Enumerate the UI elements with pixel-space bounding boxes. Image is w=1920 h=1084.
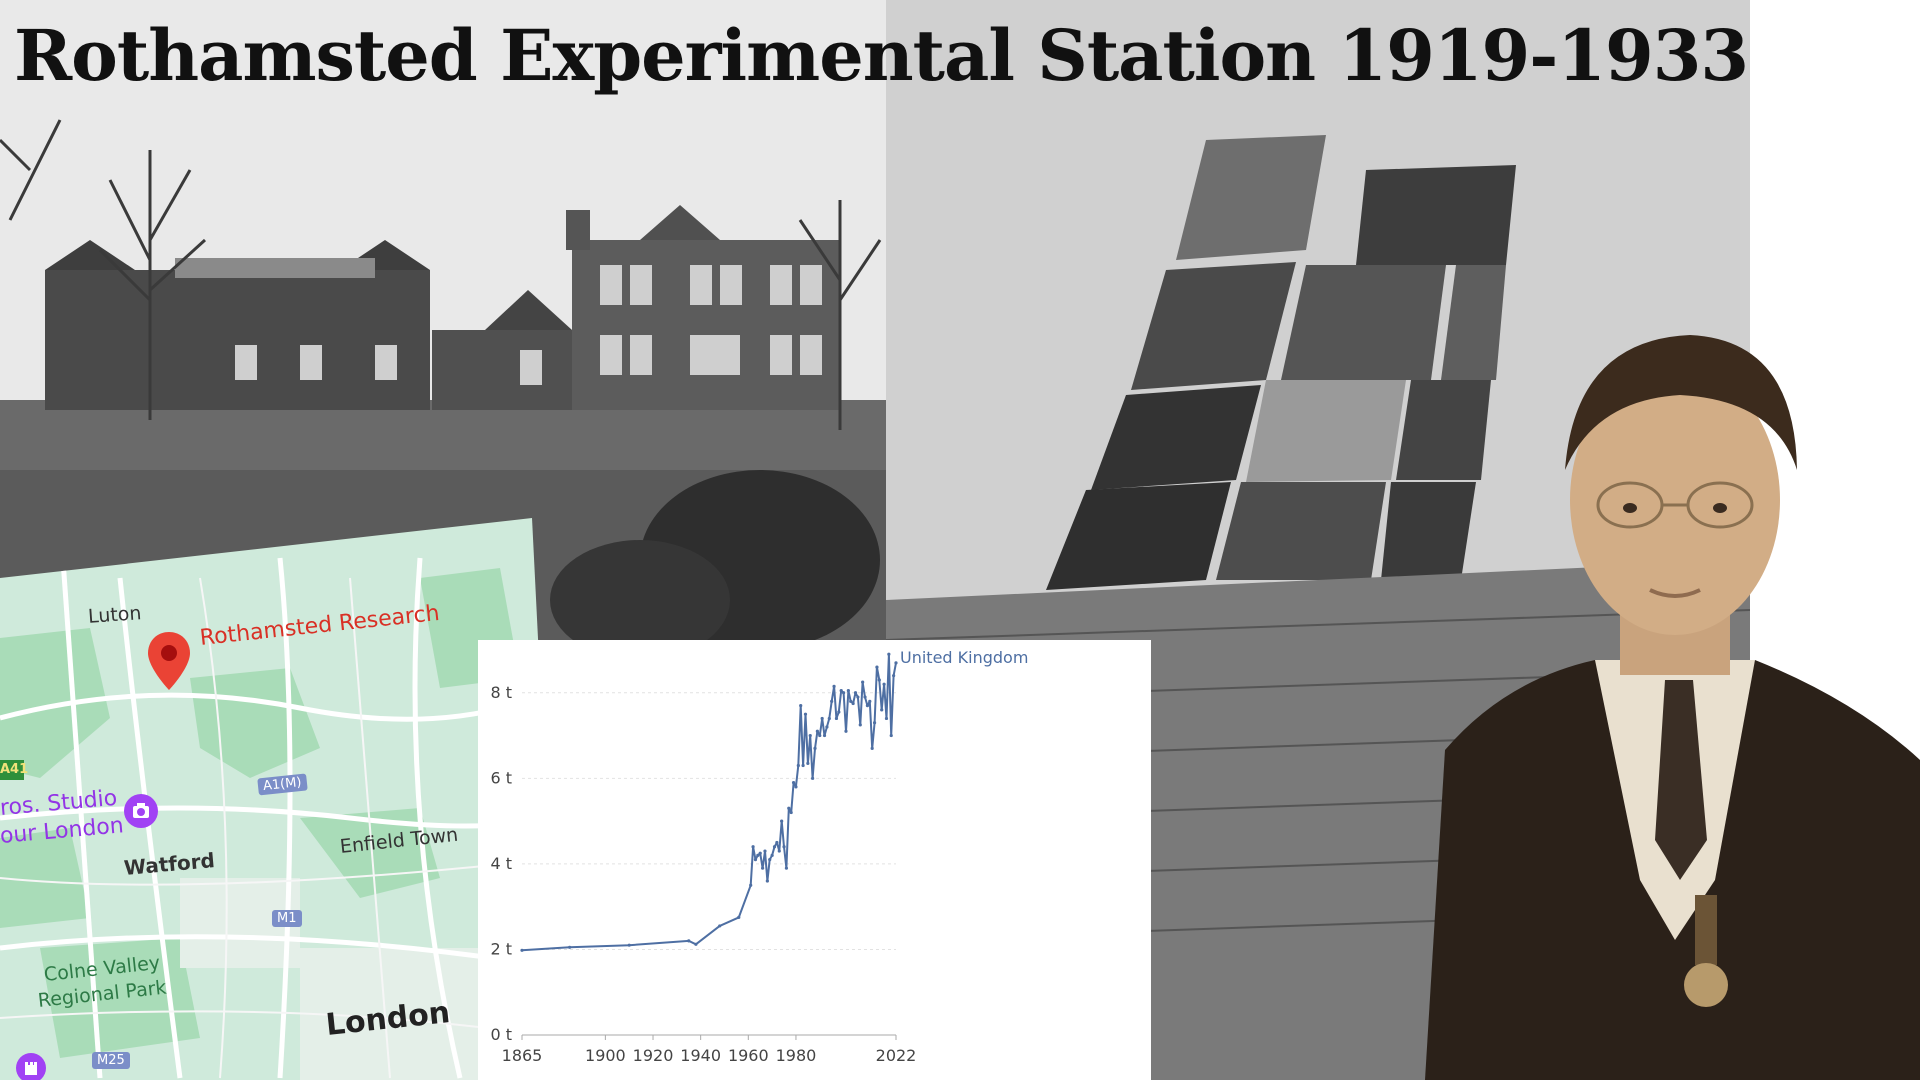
map-town-luton: Luton (87, 602, 143, 628)
data-point (782, 845, 786, 849)
data-point (806, 761, 810, 765)
data-point (772, 845, 777, 849)
x-tick-label: 1960 (728, 1046, 769, 1065)
data-point (808, 733, 812, 738)
camera-icon[interactable] (124, 794, 158, 828)
data-point (765, 879, 769, 883)
data-point (763, 849, 767, 853)
data-point (880, 708, 884, 712)
data-point (813, 746, 817, 750)
data-point (825, 725, 829, 729)
data-point (780, 819, 784, 823)
data-point (875, 665, 879, 669)
data-point (870, 746, 874, 750)
page-title: Rothamsted Experimental Station 1919-193… (14, 14, 1749, 97)
data-point (801, 763, 805, 768)
data-point (818, 733, 822, 738)
data-point (841, 691, 846, 695)
data-point (737, 915, 741, 919)
x-tick-label: 1940 (680, 1046, 721, 1065)
data-point (861, 680, 865, 684)
data-point (815, 729, 819, 733)
y-tick-label: 0 t (490, 1025, 512, 1044)
data-point (882, 682, 886, 686)
data-point (758, 851, 762, 855)
data-point (894, 661, 898, 665)
data-point (777, 849, 781, 853)
data-point (834, 716, 839, 721)
data-point (775, 840, 779, 845)
data-point (892, 674, 896, 678)
data-point (872, 721, 877, 725)
series-line (521, 653, 897, 952)
data-point (887, 652, 891, 656)
road-shield-m1: M1 (272, 910, 302, 927)
data-point (865, 704, 870, 708)
data-point (853, 691, 858, 695)
data-point (811, 776, 815, 780)
castle-icon[interactable] (16, 1053, 46, 1080)
y-tick-label: 6 t (490, 768, 512, 787)
data-point (694, 942, 698, 946)
data-point (877, 678, 881, 682)
x-tick-label: 1865 (502, 1046, 543, 1065)
data-point (889, 733, 893, 738)
portrait-photo (1425, 320, 1920, 1080)
data-point (568, 945, 572, 949)
data-point (863, 695, 867, 699)
data-point (794, 785, 798, 789)
data-point (868, 699, 872, 703)
data-point (520, 948, 524, 952)
y-tick-label: 2 t (490, 939, 512, 958)
data-point (849, 699, 853, 703)
data-point (832, 684, 836, 688)
x-tick-label: 1900 (585, 1046, 626, 1065)
data-point (784, 866, 789, 870)
data-point (789, 810, 793, 815)
y-tick-label: 8 t (490, 683, 512, 702)
data-point (627, 943, 631, 947)
data-point (796, 763, 800, 768)
map-pin-icon[interactable] (145, 630, 193, 696)
x-tick-label: 1980 (776, 1046, 817, 1065)
data-point (770, 853, 774, 857)
series-label: United Kingdom (900, 648, 1028, 667)
data-point (768, 858, 772, 862)
data-point (791, 781, 796, 785)
data-point (839, 689, 843, 693)
road-shield-a41: A41 (0, 760, 28, 780)
x-tick-label: 2022 (876, 1046, 917, 1065)
data-point (787, 806, 791, 810)
data-point (856, 695, 860, 699)
yield-chart: 0 t 2 t 4 t 6 t 8 t 1865 1900 1920 1940 1960 1980 2… (478, 640, 1151, 1080)
data-point (858, 723, 862, 727)
data-point (851, 701, 855, 706)
data-point (799, 704, 803, 708)
data-point (830, 699, 834, 703)
data-point (753, 858, 758, 862)
data-point (760, 866, 765, 870)
data-point (756, 853, 760, 857)
data-point (687, 939, 691, 943)
yield-chart-svg: 0 t 2 t 4 t 6 t 8 t 1865 1900 1920 1940 1960 1980 2… (490, 648, 1028, 1065)
data-point (803, 712, 808, 716)
data-point (751, 845, 755, 849)
y-tick-label: 4 t (490, 854, 512, 873)
data-point (846, 689, 850, 693)
data-point (837, 710, 841, 714)
data-point (718, 924, 722, 928)
data-point (749, 883, 753, 887)
building-photo (0, 0, 886, 640)
data-point (827, 716, 831, 721)
map-panel[interactable]: Luton Rothamsted Research A41 A1(M) M1 M… (0, 518, 560, 1080)
data-point (844, 729, 848, 733)
x-tick-label: 1920 (633, 1046, 674, 1065)
data-point (822, 733, 827, 738)
road-shield-m25: M25 (92, 1052, 130, 1069)
data-point (884, 716, 889, 721)
data-point (820, 716, 824, 721)
